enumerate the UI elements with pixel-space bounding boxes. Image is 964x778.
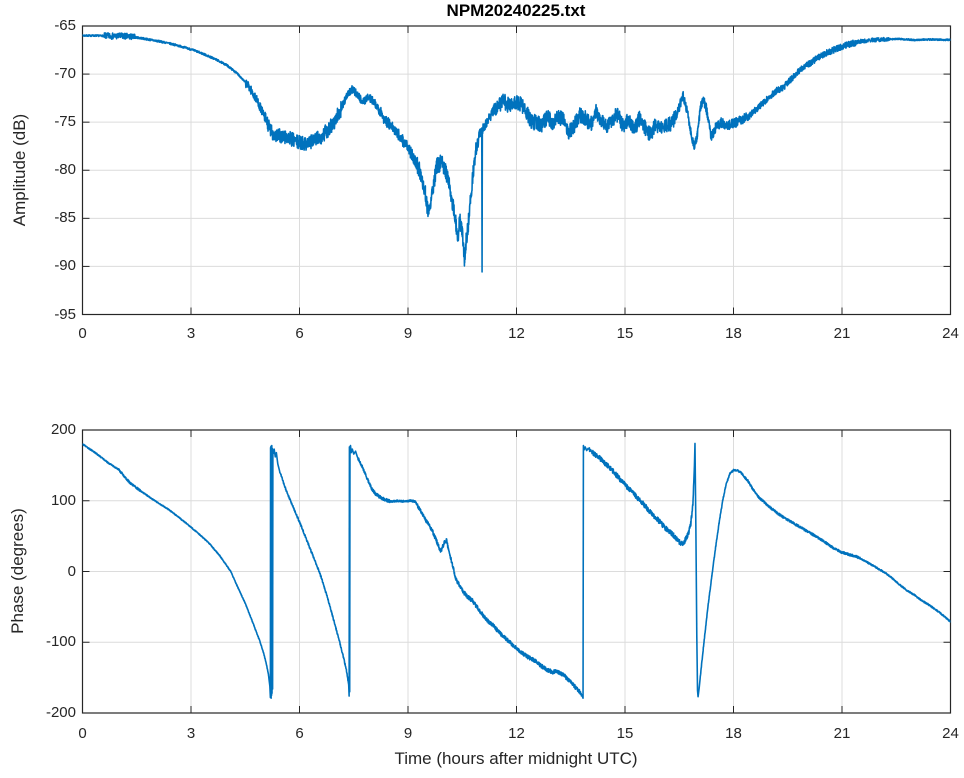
- amplitude-y-tick-label: -95: [54, 305, 76, 323]
- amplitude-y-tick-label: -70: [54, 65, 76, 83]
- phase-x-tick-label: 6: [295, 725, 304, 742]
- phase-x-tick-label: 15: [616, 725, 634, 742]
- phase-y-tick-label: -100: [45, 633, 76, 651]
- phase-y-tick-label: 100: [50, 491, 76, 509]
- amplitude-y-tick-label: -80: [54, 161, 76, 179]
- amplitude-y-tick-label: -75: [54, 113, 76, 131]
- phase-x-tick-label: 3: [186, 725, 196, 742]
- phase-y-tick-label: 200: [50, 421, 76, 438]
- amplitude-x-tick-label: 24: [942, 325, 959, 342]
- amplitude-x-tick-label: 18: [725, 325, 742, 342]
- amplitude-x-tick-label: 9: [403, 325, 413, 342]
- phase-x-tick-label: 24: [942, 725, 959, 742]
- amplitude-x-tick-label: 3: [186, 325, 196, 342]
- amplitude-x-tick-label: 21: [833, 325, 851, 342]
- phase-y-tick-label: 0: [67, 562, 76, 580]
- figure-title: NPM20240225.txt: [446, 1, 586, 20]
- amplitude-y-tick-label: -65: [54, 17, 76, 34]
- amplitude-x-tick-label: 0: [78, 325, 87, 342]
- amplitude-x-tick-label: 6: [295, 325, 304, 342]
- phase-x-tick-label: 0: [78, 725, 87, 742]
- phase-x-tick-label: 21: [833, 725, 851, 742]
- amplitude-y-tick-label: -85: [54, 209, 76, 227]
- phase-x-tick-label: 12: [508, 725, 525, 742]
- amplitude-y-tick-label: -90: [54, 257, 76, 275]
- phase-y-tick-label: -200: [45, 704, 76, 721]
- amplitude-x-tick-label: 15: [616, 325, 634, 342]
- phase-x-tick-label: 18: [725, 725, 742, 742]
- x-axis-label: Time (hours after midnight UTC): [394, 749, 638, 768]
- amplitude-x-tick-label: 12: [508, 325, 525, 342]
- phase-x-tick-label: 9: [403, 725, 413, 742]
